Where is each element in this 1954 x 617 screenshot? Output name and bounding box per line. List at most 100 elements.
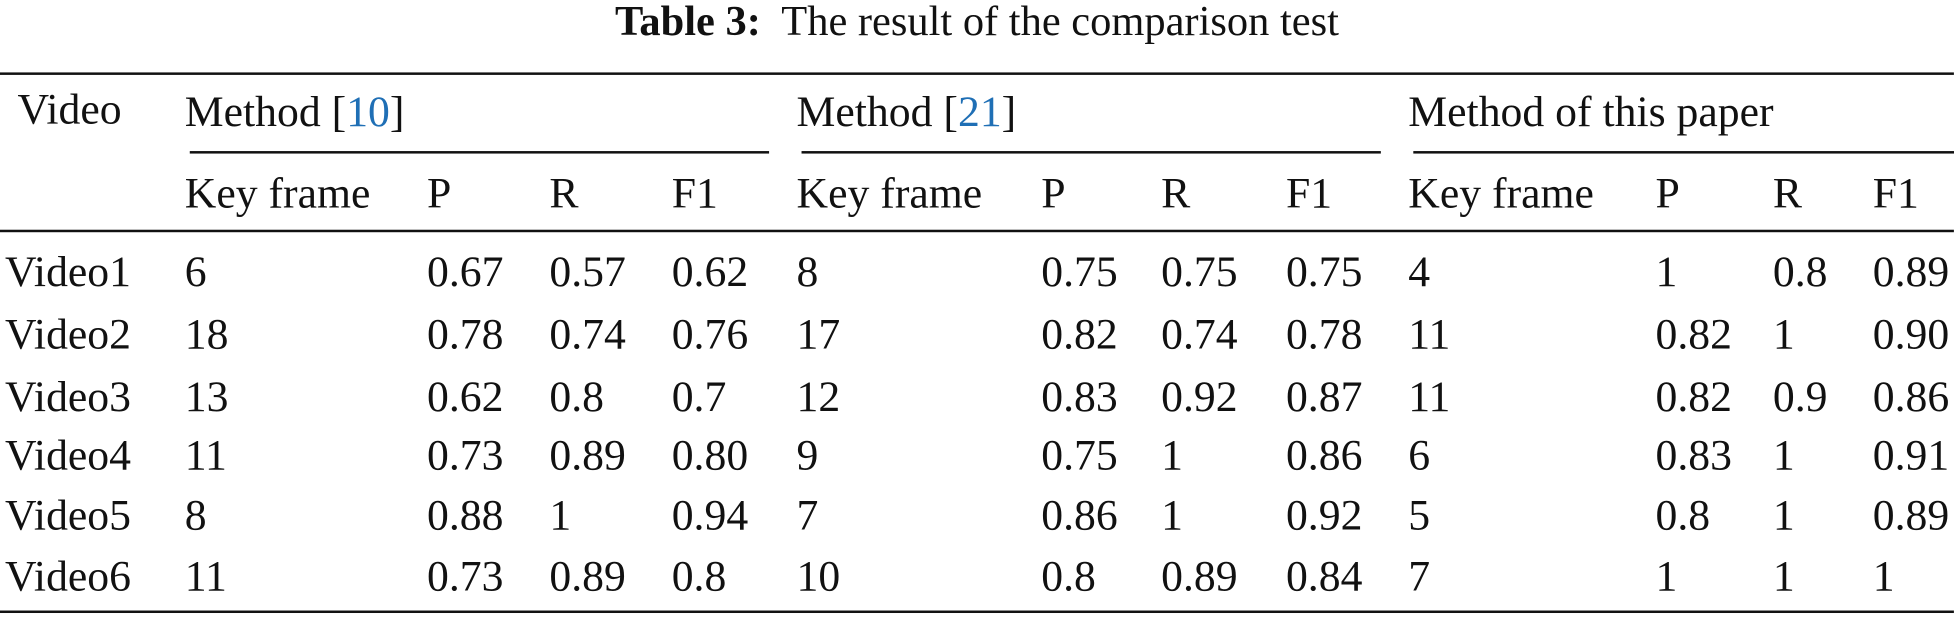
cell: 17 [796, 309, 841, 359]
cell: 13 [184, 372, 229, 421]
cell: 1 [1872, 551, 1895, 601]
cell: 0.57 [549, 247, 626, 296]
group-text: Method [ [796, 87, 958, 137]
cell: 11 [184, 551, 227, 601]
column-header: R [549, 168, 579, 218]
cell: 0.94 [671, 490, 749, 540]
cell: 0.89 [1872, 490, 1950, 540]
cell: 0.75 [1285, 247, 1363, 296]
group-text-close: ] [1001, 87, 1017, 137]
cell: 0.8 [549, 372, 604, 421]
column-header: P [1655, 168, 1680, 218]
header-video: Video [17, 84, 122, 134]
cell: 0.89 [1161, 551, 1238, 601]
column-header: P [1041, 168, 1066, 218]
cell: 7 [796, 490, 819, 540]
cell: 0.8 [671, 551, 727, 601]
cell: 1 [1772, 430, 1795, 480]
cell: 0.88 [426, 490, 504, 540]
cell: 0.92 [1285, 490, 1363, 540]
column-header: Key frame [184, 168, 371, 218]
cell: 0.74 [1161, 309, 1238, 359]
cell: 18 [184, 309, 229, 359]
cell: 0.82 [1041, 309, 1118, 359]
cell: 6 [184, 247, 207, 296]
cell: 0.86 [1041, 490, 1118, 540]
cell: 0.86 [1285, 430, 1363, 480]
column-header: R [1772, 168, 1803, 218]
column-header: F1 [1872, 168, 1919, 218]
row-label: Video1 [4, 247, 132, 296]
cell: 0.83 [1041, 372, 1118, 421]
cell: 0.86 [1872, 372, 1950, 421]
cell: 0.90 [1872, 309, 1950, 359]
cell: 4 [1408, 247, 1431, 296]
cell: 11 [1408, 309, 1451, 359]
cell: 0.76 [671, 309, 749, 359]
group-underline [189, 151, 770, 153]
cell: 11 [1408, 372, 1451, 421]
cell: 1 [549, 490, 572, 540]
cell: 1 [1772, 551, 1795, 601]
group-text: Method of this paper [1408, 87, 1774, 137]
group-text: Method [ [184, 87, 347, 137]
row-label: Video4 [4, 430, 132, 480]
column-header: F1 [671, 168, 718, 218]
cell: 0.8 [1655, 490, 1711, 540]
cell: 0.78 [426, 309, 504, 359]
column-header: R [1161, 168, 1191, 218]
column-header: P [426, 168, 452, 218]
cell: 9 [796, 430, 819, 480]
top-rule [0, 72, 1954, 75]
group-header: Method [10] [184, 87, 405, 137]
group-header: Method [21] [796, 87, 1017, 137]
cell: 0.75 [1041, 430, 1118, 480]
cell: 0.84 [1285, 551, 1363, 601]
cell: 0.8 [1041, 551, 1096, 601]
cell: 1 [1161, 490, 1183, 540]
group-underline [1413, 151, 1954, 153]
cell: 1 [1772, 309, 1795, 359]
mid-rule [0, 229, 1954, 232]
cell: 0.62 [426, 372, 504, 421]
cell: 0.82 [1655, 372, 1732, 421]
cell: 0.87 [1285, 372, 1363, 421]
cell: 0.75 [1041, 247, 1118, 296]
cell: 7 [1408, 551, 1431, 601]
cell: 8 [184, 490, 207, 540]
caption-label: Table 3: [614, 0, 761, 45]
bottom-rule [0, 610, 1954, 614]
caption-text: The result of the comparison test [781, 0, 1339, 45]
cell: 0.78 [1285, 309, 1363, 359]
column-header: Key frame [1408, 168, 1594, 218]
cell: 0.74 [549, 309, 626, 359]
cell: 0.9 [1772, 372, 1828, 421]
group-text-close: ] [389, 87, 405, 137]
cell: 0.73 [426, 430, 504, 480]
cell: 0.89 [549, 430, 626, 480]
cell: 6 [1408, 430, 1431, 480]
row-label: Video6 [4, 551, 132, 601]
cell: 1 [1161, 430, 1183, 480]
cell: 0.8 [1772, 247, 1828, 296]
cell: 1 [1655, 247, 1678, 296]
cell: 0.82 [1655, 309, 1732, 359]
cell: 0.80 [671, 430, 749, 480]
cell: 0.89 [1872, 247, 1950, 296]
citation-link: 10 [346, 87, 390, 137]
cell: 1 [1655, 551, 1678, 601]
column-header: F1 [1285, 168, 1333, 218]
cell: 5 [1408, 490, 1431, 540]
cell: 0.62 [671, 247, 749, 296]
cell: 0.7 [671, 372, 727, 421]
cell: 0.73 [426, 551, 504, 601]
column-header: Key frame [796, 168, 983, 218]
group-underline [801, 151, 1381, 153]
citation-link: 21 [957, 87, 1002, 137]
cell: 10 [796, 551, 841, 601]
row-label: Video5 [4, 490, 132, 540]
cell: 0.83 [1655, 430, 1732, 480]
row-label: Video2 [4, 309, 132, 359]
cell: 0.92 [1161, 372, 1238, 421]
group-header: Method of this paper [1408, 87, 1774, 137]
